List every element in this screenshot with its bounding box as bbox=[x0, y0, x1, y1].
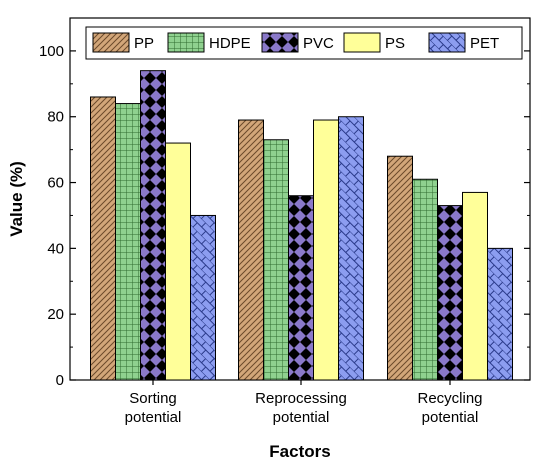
bar-ps-2 bbox=[462, 191, 488, 381]
x-tick-label: Recycling potential bbox=[417, 390, 482, 426]
x-tick-label: Reprocessing potential bbox=[255, 390, 347, 426]
y-axis-title: Value (%) bbox=[7, 161, 26, 237]
bar-pp-1 bbox=[238, 119, 264, 381]
bar-hdpe-1 bbox=[263, 139, 289, 381]
x-tick-label: Sorting potential bbox=[125, 390, 182, 426]
bar-ps-0 bbox=[165, 142, 191, 381]
bar-pp-2 bbox=[387, 155, 413, 381]
legend-label-pp: PP bbox=[134, 35, 154, 52]
x-axis-ticks: Sorting potential Reprocessing potential Rec… bbox=[125, 380, 483, 426]
bar-pp-0 bbox=[90, 96, 116, 381]
y-tick-label: 0 bbox=[56, 372, 64, 389]
y-tick-label: 60 bbox=[47, 175, 64, 192]
x-axis-title: Factors bbox=[269, 442, 330, 461]
legend-label-ps: PS bbox=[385, 35, 405, 52]
y-tick-label: 40 bbox=[47, 240, 64, 257]
legend-label-pet: PET bbox=[470, 35, 499, 52]
bars-group bbox=[90, 70, 513, 381]
legend-swatch-ps bbox=[343, 32, 381, 53]
legend: PP HDPE PVC PS PET bbox=[85, 26, 523, 60]
legend-label-hdpe: HDPE bbox=[209, 35, 251, 52]
legend-label-pvc: PVC bbox=[303, 35, 334, 52]
y-axis-ticks: 0 20 40 60 80 100 bbox=[39, 43, 530, 389]
bar-pvc-0 bbox=[140, 70, 166, 381]
bar-pvc-2 bbox=[437, 205, 463, 381]
bar-pet-0 bbox=[190, 214, 216, 381]
legend-swatch-pp bbox=[92, 32, 130, 53]
y-tick-label: 20 bbox=[47, 306, 64, 323]
bar-hdpe-0 bbox=[115, 103, 141, 381]
bar-ps-1 bbox=[313, 119, 339, 381]
legend-swatch-pet bbox=[428, 32, 466, 53]
plot-area: 0 20 40 60 80 100 Sorting potential Reprocessin… bbox=[39, 17, 531, 426]
bar-pvc-1 bbox=[288, 195, 314, 381]
y-tick-label: 80 bbox=[47, 109, 64, 126]
y-tick-label: 100 bbox=[39, 43, 64, 60]
bar-pet-1 bbox=[338, 116, 364, 381]
legend-swatch-pvc bbox=[261, 32, 299, 53]
legend-swatch-hdpe bbox=[167, 32, 205, 53]
bar-hdpe-2 bbox=[412, 178, 438, 381]
bar-pet-2 bbox=[487, 247, 513, 381]
